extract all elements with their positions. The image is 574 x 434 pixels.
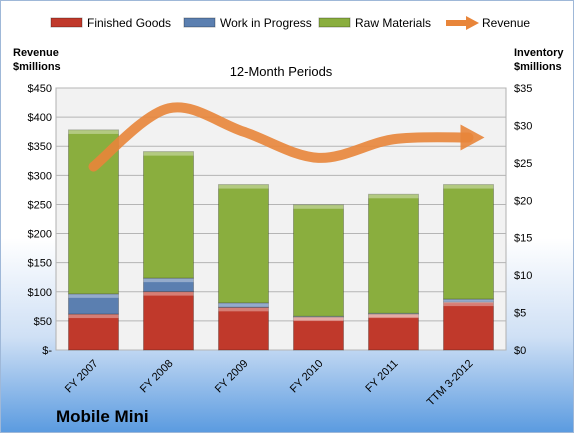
company-name: Mobile Mini [56, 407, 149, 426]
left-axis-label-line2: $millions [13, 61, 61, 73]
left-tick-label: $100 [28, 287, 52, 299]
bar-highlight [443, 302, 494, 307]
bar-highlight [143, 278, 194, 283]
right-tick-label: $15 [514, 233, 532, 245]
left-tick-label: $- [42, 345, 52, 357]
bar-segment [293, 315, 344, 321]
right-tick-label: $0 [514, 345, 526, 357]
bar-highlight [293, 316, 344, 321]
legend-label: Revenue [482, 16, 530, 30]
chart-subtitle: 12-Month Periods [230, 64, 333, 79]
right-tick-label: $20 [514, 195, 532, 207]
left-tick-label: $450 [28, 83, 52, 95]
legend-item: Work in Progress [183, 16, 312, 30]
bar-finished-goods [443, 301, 494, 351]
legend-item: Raw Materials [318, 16, 431, 30]
revenue-arrowhead [460, 124, 485, 151]
bar-finished-goods [218, 306, 269, 351]
category-label: TTM 3-2012 [425, 358, 476, 409]
bar-segment [368, 313, 419, 351]
bar-highlight [368, 314, 419, 319]
right-tick-label: $5 [514, 308, 526, 320]
bar-highlight [143, 151, 194, 156]
legend-swatch [318, 17, 351, 28]
category-label: FY 2010 [288, 358, 326, 396]
legend-label: Work in Progress [220, 16, 312, 30]
bar-segment [218, 306, 269, 351]
bar-highlight [68, 314, 119, 319]
right-axis-label-line1: Inventory [514, 47, 564, 59]
bar-highlight [443, 299, 494, 304]
legend-swatch [183, 17, 216, 28]
bar-highlight [293, 204, 344, 209]
revenue-line [88, 102, 474, 172]
plot-area: $- $50 $100 $150 $200 $250 $300 $350 $400 $450 $0 $… [28, 83, 533, 408]
bar-segment [368, 312, 419, 318]
bar-highlight [443, 184, 494, 189]
bar-segment [143, 151, 194, 279]
left-tick-label: $150 [28, 258, 52, 270]
bar-finished-goods [143, 291, 194, 351]
bar-segment [293, 316, 344, 351]
bar-raw-materials [218, 184, 269, 304]
bar-segment [368, 193, 419, 314]
bar-highlight [218, 302, 269, 307]
bar-segment [68, 293, 119, 315]
right-tick-label: $10 [514, 270, 532, 282]
legend-label: Raw Materials [355, 16, 431, 30]
legend-item: Finished Goods [50, 16, 171, 30]
bar-raw-materials [293, 204, 344, 317]
category-label: FY 2008 [138, 358, 176, 396]
bar-segment [293, 204, 344, 317]
bar-segment [443, 298, 494, 304]
legend-item: Revenue [446, 16, 530, 30]
bar-highlight [218, 184, 269, 189]
bar-segment [218, 302, 269, 308]
left-tick-label: $50 [34, 316, 52, 328]
category-label: FY 2009 [213, 358, 251, 396]
category-label: FY 2007 [63, 358, 101, 396]
left-tick-label: $250 [28, 199, 52, 211]
left-tick-label: $300 [28, 170, 52, 182]
bar-raw-materials [143, 151, 194, 279]
bar-work-in-progress [293, 315, 344, 318]
legend-label: Finished Goods [87, 16, 171, 30]
right-tick-label: $25 [514, 158, 532, 170]
bar-highlight [68, 129, 119, 134]
legend-swatch [50, 17, 83, 28]
right-tick-label: $35 [514, 83, 532, 95]
bar-segment [143, 277, 194, 293]
bar-highlight [368, 194, 419, 199]
left-tick-label: $200 [28, 229, 52, 241]
category-label: FY 2011 [363, 358, 400, 395]
left-tick-label: $400 [28, 112, 52, 124]
bar-finished-goods [368, 313, 419, 351]
bar-finished-goods [293, 316, 344, 351]
bar-finished-goods [68, 313, 119, 351]
bar-raw-materials [368, 193, 419, 314]
bar-highlight [293, 317, 344, 322]
bar-segment [443, 301, 494, 351]
legend-arrowhead [466, 16, 479, 30]
plot-background [55, 87, 507, 351]
bar-segment [443, 184, 494, 300]
right-axis-label-line2: $millions [514, 61, 562, 73]
right-tick-label: $30 [514, 120, 532, 132]
bar-segment [68, 313, 119, 351]
left-tick-label: $350 [28, 141, 52, 153]
bar-segment [218, 184, 269, 304]
bar-highlight [68, 293, 119, 298]
bar-highlight [368, 313, 419, 318]
left-axis-label-line1: Revenue [13, 47, 59, 59]
bar-highlight [143, 291, 194, 296]
bar-raw-materials [443, 184, 494, 300]
bar-highlight [218, 307, 269, 312]
bar-segment [143, 291, 194, 351]
legend: Finished Goods Work in Progress Raw Materi… [50, 16, 530, 30]
